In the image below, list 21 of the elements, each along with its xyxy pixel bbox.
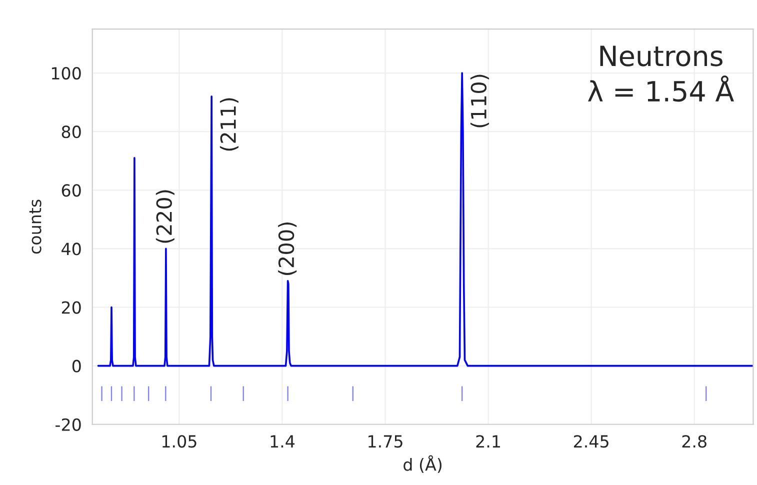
annotation: Neutrons λ = 1.54 Å xyxy=(588,46,734,102)
y-tick-label: 0 xyxy=(72,360,81,372)
annotation: (220) xyxy=(156,190,174,243)
y-tick-label: 100 xyxy=(52,66,81,80)
x-tick-label: 2.8 xyxy=(682,435,706,448)
y-tick-label: 80 xyxy=(62,126,81,138)
y-tick-label: -20 xyxy=(56,418,81,431)
y-tick-label: 60 xyxy=(62,184,81,197)
x-axis-title: d (Å) xyxy=(404,455,442,473)
x-tick-label: 1.4 xyxy=(270,435,295,448)
annotation: (200) xyxy=(278,222,297,275)
y-axis-title: counts xyxy=(29,200,42,254)
x-tick-label: 1.75 xyxy=(368,435,402,448)
x-tick-label: 1.05 xyxy=(162,435,196,448)
x-tick-label: 2.45 xyxy=(574,435,608,448)
x-tick-label: 2.1 xyxy=(476,435,500,448)
annotation: (211) xyxy=(220,98,238,151)
y-tick-label: 40 xyxy=(62,242,81,256)
annotation: (110) xyxy=(470,74,489,128)
line-series xyxy=(97,72,754,367)
y-tick-label: 20 xyxy=(62,301,81,314)
